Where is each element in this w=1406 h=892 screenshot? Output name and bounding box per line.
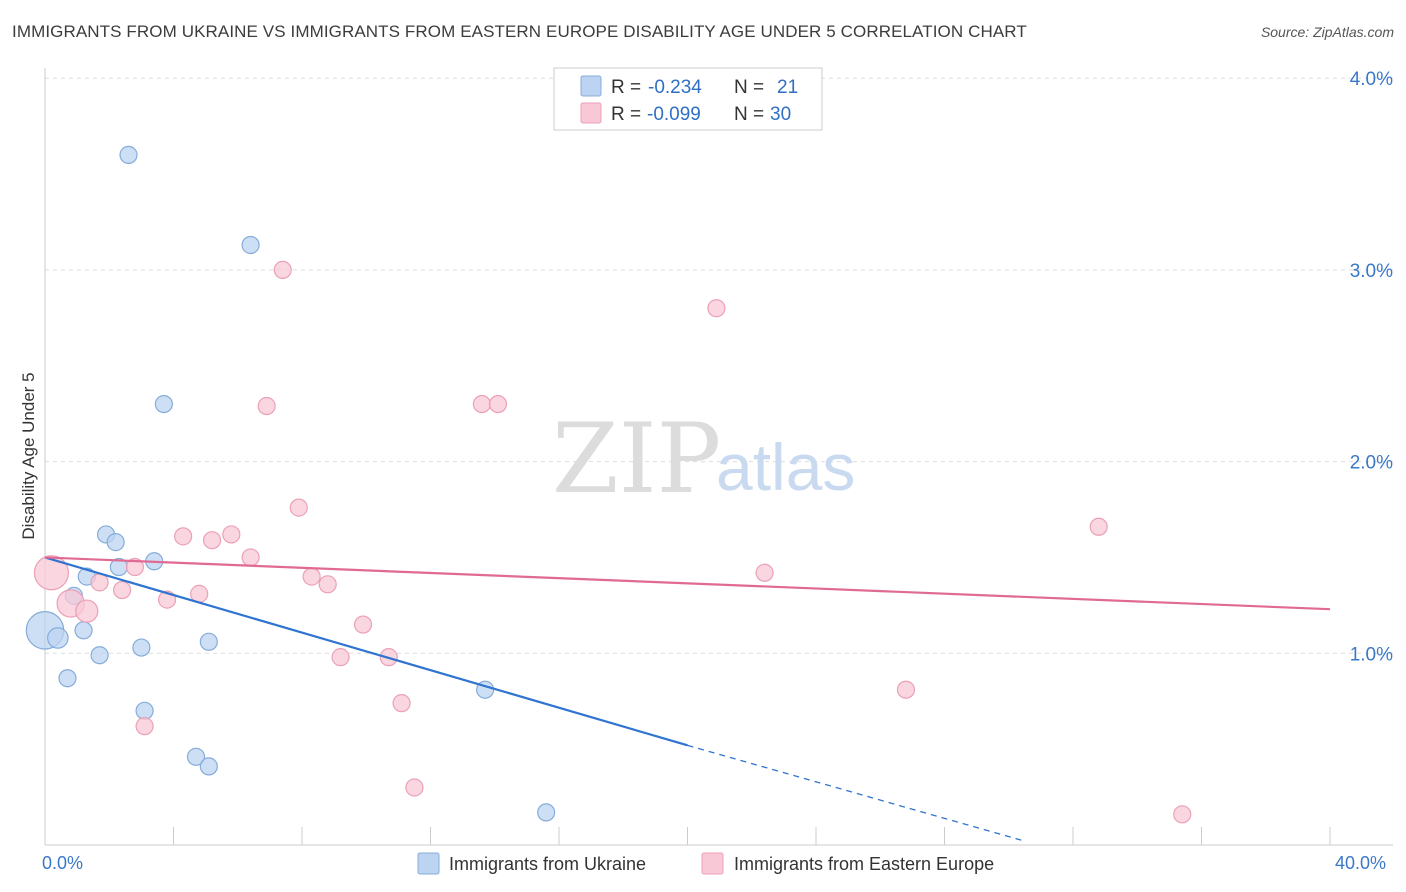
- x-tick-label-min: 0.0%: [42, 853, 83, 873]
- y-tick-label: 2.0%: [1350, 453, 1393, 474]
- eastern-point: [405, 778, 424, 797]
- stats-legend: R = -0.234 N = 21 R = -0.099 N = 30: [553, 67, 823, 131]
- eastern-point: [75, 599, 99, 623]
- ukraine-point: [199, 632, 218, 651]
- eastern-point: [289, 498, 308, 517]
- legend-r-label-1: R =: [611, 77, 641, 98]
- ukraine-point: [119, 145, 138, 164]
- eastern-point: [222, 525, 241, 544]
- ukraine-point: [186, 747, 206, 766]
- eastern-point: [125, 557, 145, 577]
- y-tick-label: 1.0%: [1350, 644, 1393, 665]
- ukraine-point: [90, 646, 109, 665]
- chart-title: IMMIGRANTS FROM UKRAINE VS IMMIGRANTS FR…: [12, 22, 1027, 41]
- ukraine-point: [241, 235, 260, 255]
- legend-n-label-2: N =: [734, 104, 764, 125]
- eastern-point: [488, 394, 508, 414]
- eastern-point: [257, 396, 276, 416]
- bottom-legend-swatch-eastern: [701, 852, 724, 875]
- eastern-point: [755, 563, 774, 582]
- ukraine-point: [74, 621, 93, 640]
- series-eastern-points: [33, 260, 1192, 824]
- eastern-point: [353, 615, 373, 634]
- ukraine-point: [537, 803, 556, 822]
- axes: [44, 68, 1393, 846]
- y-axis-label: Disability Age Under 5: [19, 372, 38, 539]
- legend-n-value-1: 21: [777, 77, 798, 98]
- watermark: ZIP atlas: [552, 403, 855, 515]
- bottom-legend-label-eastern: Immigrants from Eastern Europe: [734, 854, 994, 874]
- eastern-point: [273, 260, 292, 279]
- eastern-point: [472, 394, 491, 414]
- eastern-point: [1173, 805, 1192, 824]
- x-ticks: [173, 827, 1331, 845]
- ukraine-point: [132, 638, 151, 657]
- eastern-point: [896, 680, 916, 699]
- ukraine-point: [135, 701, 154, 720]
- series-legend: Immigrants from Ukraine Immigrants from …: [417, 852, 994, 875]
- eastern-point: [135, 717, 154, 736]
- bottom-legend-swatch-ukraine: [417, 852, 440, 875]
- trend-lines: [44, 556, 1331, 842]
- source-label: Source: ZipAtlas.com: [1260, 24, 1394, 40]
- trend-line-ukraine: [44, 556, 688, 747]
- eastern-point: [174, 527, 193, 546]
- eastern-point: [1089, 517, 1108, 536]
- series-ukraine-points: [25, 145, 556, 822]
- ukraine-point: [47, 627, 69, 649]
- ukraine-point: [106, 533, 125, 552]
- eastern-point: [318, 575, 337, 594]
- trend-line-eastern: [44, 556, 1331, 611]
- watermark-atlas: atlas: [716, 430, 855, 504]
- legend-r-value-2: -0.099: [647, 104, 701, 125]
- eastern-point: [707, 299, 726, 318]
- ukraine-point: [154, 394, 173, 414]
- legend-swatch-ukraine: [580, 75, 602, 97]
- bottom-legend-label-ukraine: Immigrants from Ukraine: [449, 854, 646, 874]
- eastern-point: [331, 648, 350, 667]
- eastern-point: [33, 555, 70, 591]
- legend-swatch-eastern: [580, 102, 602, 124]
- y-tick-labels: 1.0% 2.0% 3.0% 4.0%: [1350, 69, 1393, 665]
- eastern-point: [90, 573, 109, 592]
- legend-n-value-2: 30: [770, 104, 791, 125]
- legend-r-value-1: -0.234: [648, 77, 702, 98]
- eastern-point: [392, 694, 411, 713]
- eastern-point: [202, 531, 222, 550]
- trend-line-ukraine-extension: [687, 744, 1025, 842]
- ukraine-point: [199, 757, 218, 776]
- ukraine-point: [58, 669, 77, 688]
- grid-lines: [45, 77, 1393, 654]
- watermark-zip: ZIP: [552, 403, 721, 515]
- eastern-point: [112, 580, 132, 600]
- eastern-point: [302, 567, 321, 586]
- eastern-point: [241, 548, 260, 567]
- x-tick-label-max: 40.0%: [1335, 853, 1386, 873]
- y-tick-label: 3.0%: [1350, 261, 1393, 282]
- legend-r-label-2: R =: [611, 104, 641, 125]
- y-tick-label: 4.0%: [1350, 69, 1393, 90]
- legend-n-label-1: N =: [734, 77, 764, 98]
